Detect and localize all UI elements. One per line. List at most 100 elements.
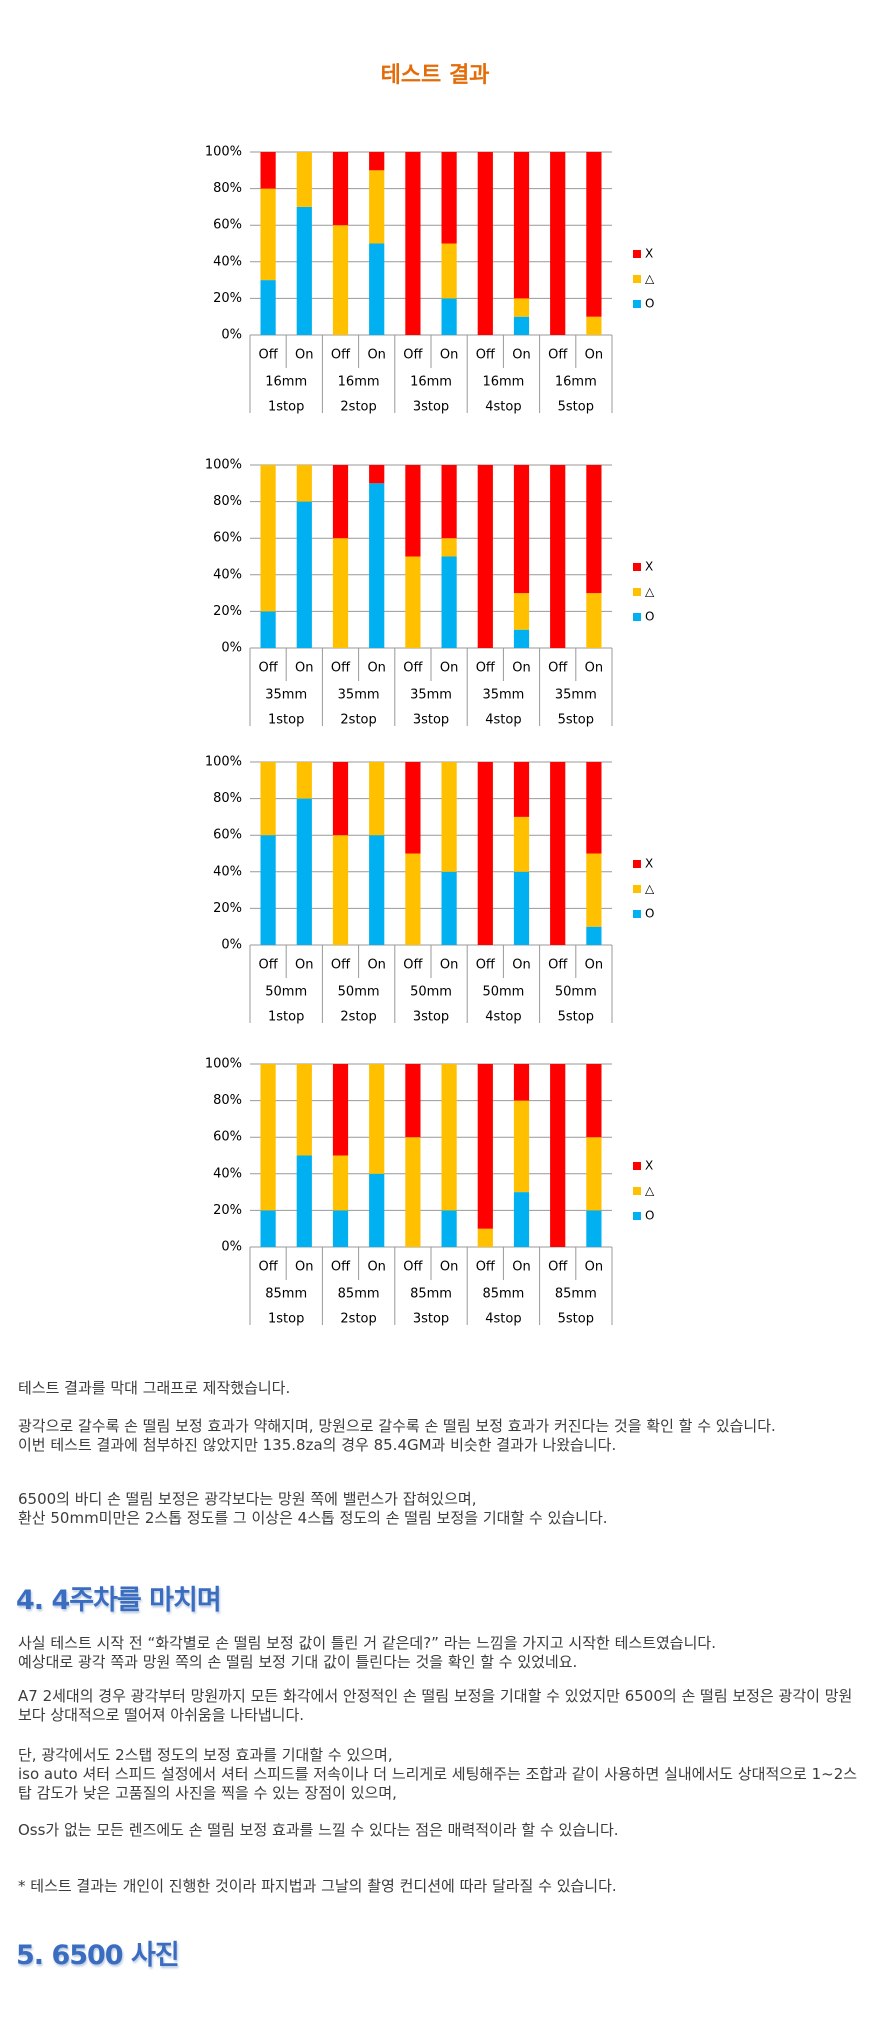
bar-segment <box>441 298 457 335</box>
bar-segment <box>477 465 493 648</box>
y-tick-label: 20% <box>213 604 242 619</box>
bar-segment <box>332 1064 349 1156</box>
bar-segment <box>332 538 349 648</box>
bar-segment <box>332 225 349 335</box>
x-tick-label: Off <box>403 348 423 363</box>
y-tick-label: 100% <box>205 145 242 160</box>
bar-segment <box>513 629 530 648</box>
bar-segment <box>550 762 566 945</box>
bar-segment <box>586 1064 602 1138</box>
bar-segment <box>513 298 530 317</box>
x-tick-label: On <box>585 1260 603 1275</box>
group-label: 16mm <box>338 375 380 390</box>
y-tick-label: 60% <box>213 828 242 843</box>
charts: 테스트 결과 0% 20% 40% 60% 80% 100% Off On Off On Off On… <box>205 63 655 1327</box>
group-label: 2stop <box>340 1312 376 1327</box>
y-tick-label: 0% <box>221 1240 242 1255</box>
paragraph: A7 2세대의 경우 광각부터 망원까지 모든 화각에서 안정적인 손 떨림 보… <box>18 1687 860 1725</box>
paragraph: * 테스트 결과는 개인이 진행한 것이라 파지법과 그날의 촬영 컨디션에 따… <box>18 1877 860 1896</box>
bar-segment <box>296 206 312 335</box>
bar-segment <box>369 835 385 945</box>
group-label: 50mm <box>410 985 452 1000</box>
bar-segment <box>513 316 530 335</box>
legend-label: O <box>645 610 654 624</box>
legend-label: X <box>645 560 653 574</box>
y-tick-label: 80% <box>213 181 242 196</box>
bar-segment <box>513 871 530 945</box>
group-label: 5stop <box>558 713 594 728</box>
legend-swatch <box>633 613 641 621</box>
page-title: 테스트 결과 <box>381 63 490 88</box>
bar-segment <box>441 465 457 539</box>
legend-swatch <box>633 910 641 918</box>
y-tick-label: 40% <box>213 254 242 269</box>
paragraph: 광각으로 갈수록 손 떨림 보정 효과가 약해지며, 망원으로 갈수록 손 떨림… <box>18 1417 860 1455</box>
group-label: 1stop <box>268 1010 304 1025</box>
bar-segment <box>441 152 457 244</box>
x-tick-label: Off <box>476 1260 496 1275</box>
bar-segment <box>586 593 602 648</box>
group-label: 85mm <box>338 1287 380 1302</box>
group-label: 3stop <box>413 713 449 728</box>
y-tick-label: 20% <box>213 1203 242 1218</box>
group-label: 85mm <box>410 1287 452 1302</box>
group-label: 5stop <box>558 1010 594 1025</box>
x-tick-label: On <box>512 1260 530 1275</box>
bar-segment <box>296 1155 312 1247</box>
group-label: 35mm <box>482 688 524 703</box>
bar-segment <box>260 1064 276 1211</box>
text-line: A7 2세대의 경우 광각부터 망원까지 모든 화각에서 안정적인 손 떨림 보… <box>18 1687 853 1724</box>
bar-segment <box>260 611 276 648</box>
text-line: 사실 테스트 시작 전 “화각별로 손 떨림 보정 값이 틀린 거 같은데?” … <box>18 1634 716 1652</box>
bar-segment <box>405 465 421 557</box>
group-label: 35mm <box>338 688 380 703</box>
y-tick-label: 80% <box>213 494 242 509</box>
text-line: iso auto 셔터 스피드 설정에서 셔터 스피드를 저속이나 더 느리게로… <box>18 1765 858 1802</box>
legend-label: O <box>645 907 654 921</box>
group-label: 1stop <box>268 400 304 415</box>
bar-segment <box>296 1064 312 1156</box>
bar-segment <box>477 1064 493 1229</box>
legend-swatch <box>633 860 641 868</box>
bar-segment <box>260 280 276 335</box>
group-label: 50mm <box>482 985 524 1000</box>
group-label: 3stop <box>413 1312 449 1327</box>
x-tick-label: On <box>585 348 603 363</box>
y-tick-label: 60% <box>213 218 242 233</box>
group-label: 4stop <box>485 400 521 415</box>
x-tick-label: On <box>585 958 603 973</box>
x-tick-label: Off <box>403 958 423 973</box>
y-tick-label: 80% <box>213 791 242 806</box>
x-tick-label: Off <box>258 1260 278 1275</box>
group-label: 3stop <box>413 400 449 415</box>
bar-segment <box>369 243 385 335</box>
group-label: 1stop <box>268 713 304 728</box>
legend-swatch <box>633 1162 641 1170</box>
bar-segment <box>405 1064 421 1138</box>
text-line: 환산 50mm미만은 2스톱 정도를 그 이상은 4스톱 정도의 손 떨림 보정… <box>18 1509 608 1527</box>
bar-segment <box>586 926 602 945</box>
x-tick-label: Off <box>548 958 568 973</box>
group-label: 50mm <box>555 985 597 1000</box>
bar-segment <box>586 762 602 854</box>
bar-segment <box>332 465 349 539</box>
text-line: 이번 테스트 결과에 첨부하진 않았지만 135.8za의 경우 85.4GM과… <box>18 1436 617 1454</box>
y-tick-label: 100% <box>205 458 242 473</box>
y-tick-label: 40% <box>213 567 242 582</box>
bar-segment <box>477 152 493 335</box>
x-tick-label: Off <box>476 958 496 973</box>
bar-segment <box>441 871 457 945</box>
paragraph: 단, 광각에서도 2스탭 정도의 보정 효과를 기대할 수 있으며, iso au… <box>18 1746 860 1803</box>
y-tick-label: 0% <box>221 938 242 953</box>
bar-segment <box>513 152 530 299</box>
bar-segment <box>296 465 312 502</box>
bar-segment <box>586 465 602 594</box>
text-line: 6500의 바디 손 떨림 보정은 광각보다는 망원 쪽에 밸런스가 잡혀있으며… <box>18 1490 477 1508</box>
y-tick-label: 20% <box>213 901 242 916</box>
legend-label: △ <box>645 272 655 286</box>
bar-segment <box>405 1137 421 1247</box>
bar-segment <box>550 465 566 648</box>
bar-segment <box>296 152 312 207</box>
group-label: 3stop <box>413 1010 449 1025</box>
